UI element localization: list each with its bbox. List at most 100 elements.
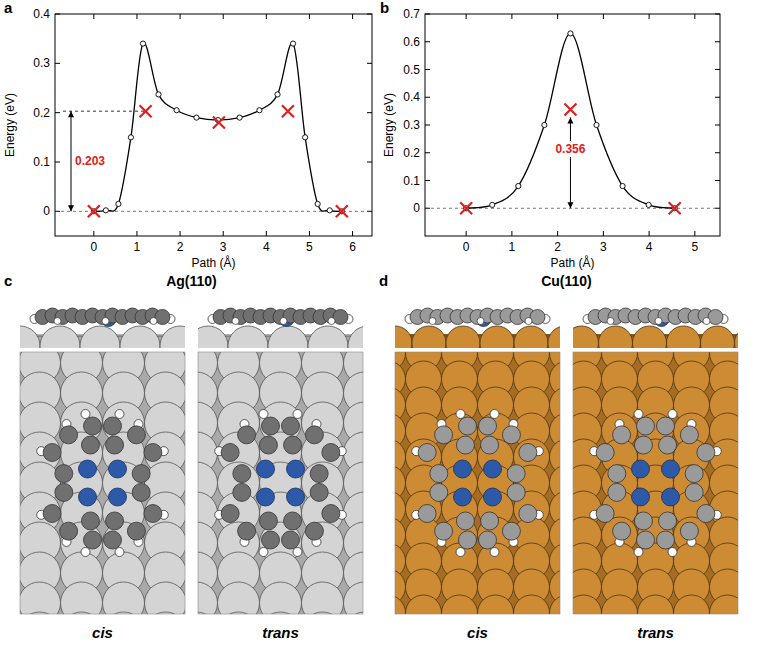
figure: 012345600.10.20.30.4Energy (eV)Path (Å)a…: [0, 0, 759, 651]
curve-point: [257, 108, 262, 113]
nitrogen-atom: [632, 488, 650, 506]
carbon-atom: [104, 417, 122, 435]
panel-letter: d: [379, 272, 388, 289]
panel-a: 012345600.10.20.30.4Energy (eV)Path (Å)a…: [3, 0, 372, 270]
carbon-atom: [106, 512, 124, 530]
hydrogen-atom: [259, 410, 268, 419]
x-tick-label: 5: [306, 240, 313, 254]
nitrogen-atom: [109, 488, 127, 506]
state-marker: [213, 117, 225, 129]
substrate-atom: [61, 582, 103, 614]
carbon-atom: [637, 417, 655, 435]
carbon-atom: [596, 505, 614, 523]
carbon-atom: [221, 443, 239, 461]
y-tick: [55, 112, 60, 113]
carbon-atom: [479, 531, 497, 549]
carbon-atom: [502, 426, 520, 444]
nitrogen-atom: [484, 488, 502, 506]
carbon-atom: [659, 512, 677, 530]
y-tick: [425, 97, 430, 98]
carbon-atom: [43, 443, 61, 461]
carbon-atom: [519, 505, 537, 523]
y-tick: [425, 69, 430, 70]
carbon-atom: [435, 522, 453, 540]
x-tick: [557, 231, 558, 236]
panel-letter: c: [4, 272, 12, 289]
substrate-atom: [480, 326, 514, 348]
nitrogen-atom: [109, 460, 127, 478]
carbon-atom: [106, 436, 124, 454]
substrate-atom: [701, 326, 735, 348]
carbon-atom: [55, 465, 73, 483]
hydrogen-atom: [634, 410, 643, 419]
substrate-atom: [308, 326, 348, 348]
substrate-atom: [667, 326, 701, 348]
curve-point: [620, 183, 625, 188]
carbon-atom: [680, 426, 698, 444]
substrate-atom: [599, 326, 633, 348]
x-axis-title: Path (Å): [191, 255, 235, 270]
substrate-atom: [412, 326, 446, 348]
substrate-atom: [735, 326, 739, 348]
hydrogen-atom: [293, 548, 302, 557]
x-tick: [352, 14, 353, 19]
y-tick-label: 0.6: [403, 35, 420, 49]
carbon-atom: [259, 512, 277, 530]
carbon-atom: [456, 512, 474, 530]
carbon-atom: [127, 426, 145, 444]
carbon-atom: [238, 426, 256, 444]
carbon-atom: [637, 531, 655, 549]
carbon-atom: [507, 465, 525, 483]
substrate-atom: [478, 595, 514, 614]
x-tick: [309, 231, 310, 236]
energy-curve: [94, 43, 342, 211]
hydrogen-atom: [525, 318, 532, 325]
x-tick-label: 3: [600, 240, 607, 254]
substrate-atom: [344, 582, 364, 614]
hydrogen-atom: [328, 318, 335, 325]
y-tick: [425, 125, 430, 126]
carbon-atom: [333, 310, 348, 325]
configuration-label: trans: [637, 624, 674, 641]
carbon-atom: [84, 531, 102, 549]
carbon-atom: [144, 505, 162, 523]
state-marker: [282, 105, 294, 117]
hydrogen-atom: [81, 548, 90, 557]
carbon-atom: [634, 436, 652, 454]
substrate-atom: [406, 595, 442, 614]
carbon-atom: [418, 443, 436, 461]
y-tick: [715, 69, 720, 70]
curve-point: [128, 135, 133, 140]
bulk: [198, 352, 363, 614]
carbon-atom: [435, 426, 453, 444]
y-tick-label: 0.7: [403, 7, 420, 21]
substrate-atom: [514, 326, 548, 348]
nitrogen-atom: [287, 488, 305, 506]
nitrogen-atom: [257, 488, 275, 506]
curve-point: [275, 92, 280, 97]
hydrogen-atom: [490, 548, 499, 557]
carbon-atom: [259, 436, 277, 454]
x-tick: [180, 231, 181, 236]
x-tick: [511, 231, 512, 236]
carbon-atom: [282, 531, 300, 549]
state-marker: [669, 202, 681, 214]
state-marker: [460, 202, 472, 214]
carbon-atom: [685, 465, 703, 483]
carbon-atom: [305, 522, 323, 540]
hydrogen-atom: [668, 410, 677, 419]
carbon-atom: [613, 522, 631, 540]
x-tick: [603, 231, 604, 236]
carbon-atom: [60, 426, 78, 444]
y-tick-label: 0.3: [33, 56, 50, 70]
substrate-atom: [218, 582, 260, 614]
hydrogen-atom: [429, 318, 436, 325]
carbon-atom: [55, 483, 73, 501]
y-axis-title: Energy (eV): [3, 93, 17, 157]
y-tick-label: 0.5: [403, 63, 420, 77]
hydrogen-atom: [607, 318, 614, 325]
carbon-atom: [305, 426, 323, 444]
substrate-atom: [20, 582, 61, 614]
x-tick-label: 2: [554, 240, 561, 254]
x-tick-label: 5: [692, 240, 699, 254]
